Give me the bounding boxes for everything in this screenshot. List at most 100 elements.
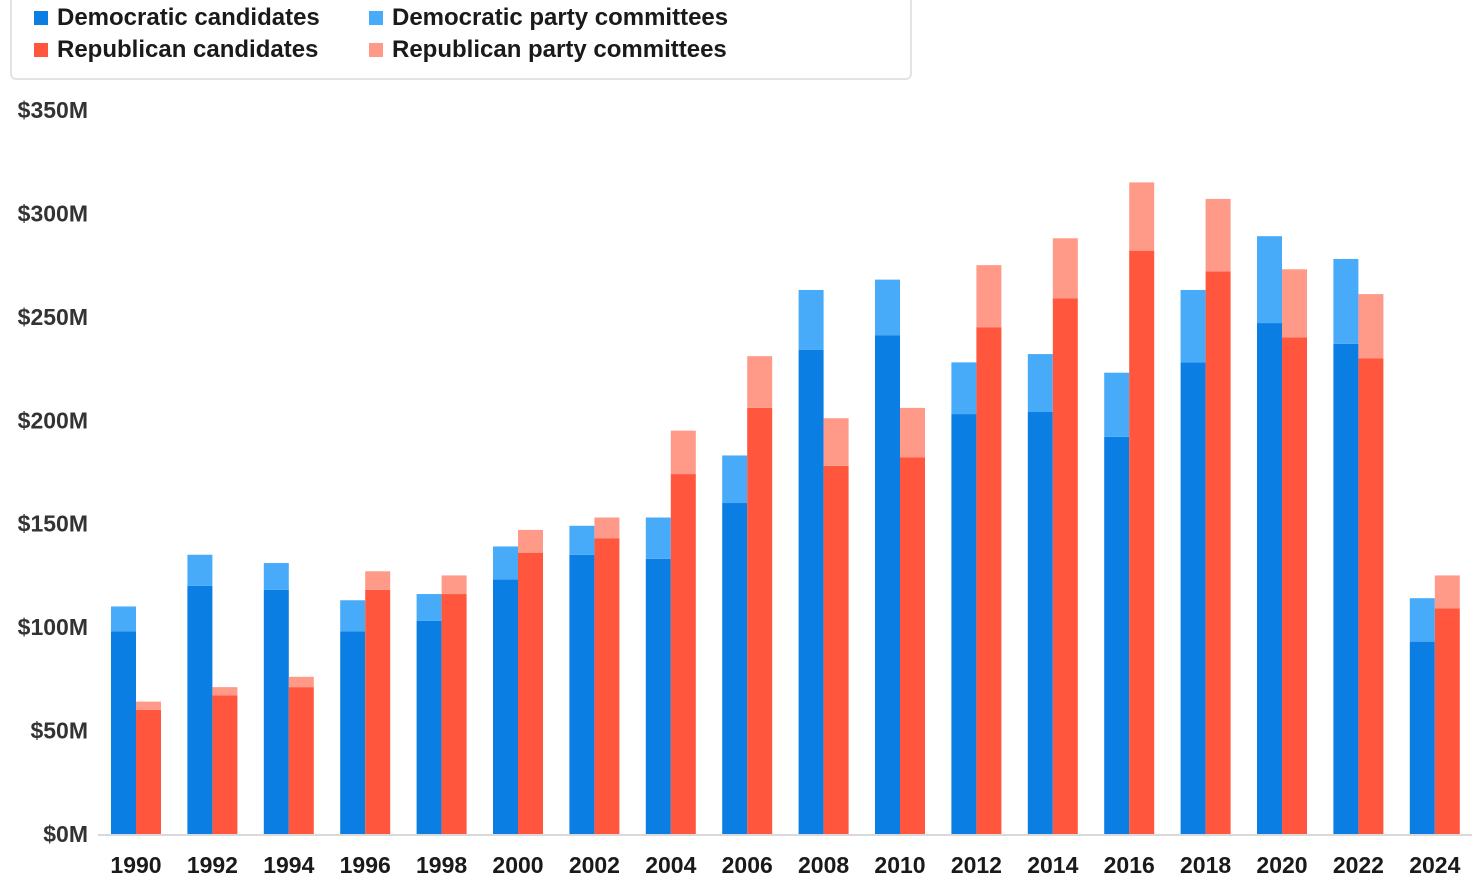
x-tick-label: 2010	[874, 852, 925, 878]
x-tick-label: 2006	[722, 852, 773, 878]
bar-republican-candidates-2018	[1205, 271, 1231, 834]
x-tick-label: 2016	[1104, 852, 1155, 878]
bar-republican-party-committees-2010	[900, 407, 925, 458]
bar-democratic-party-committees-1996	[340, 600, 366, 632]
x-tick-label: 1994	[263, 852, 314, 878]
bar-republican-candidates-2014	[1052, 298, 1078, 834]
bar-democratic-candidates-2004	[645, 558, 671, 834]
bar-republican-candidates-1992	[212, 695, 238, 834]
legend: Democratic candidates Democratic party c…	[10, 0, 912, 80]
bar-democratic-candidates-1998	[416, 620, 442, 834]
bar-republican-candidates-2020	[1282, 337, 1307, 834]
bar-republican-party-committees-1994	[288, 676, 314, 688]
x-tick-label: 2012	[951, 852, 1002, 878]
bar-democratic-candidates-2000	[493, 579, 518, 834]
y-tick-label: $350M	[18, 97, 88, 123]
bar-democratic-party-committees-1990	[111, 606, 136, 632]
bar-republican-candidates-2006	[747, 407, 773, 834]
bar-republican-party-committees-2008	[823, 418, 849, 466]
bar-democratic-candidates-1990	[111, 631, 136, 834]
bar-republican-candidates-2002	[594, 538, 620, 834]
y-tick-label: $250M	[18, 304, 88, 330]
bar-republican-candidates-2022	[1358, 358, 1384, 834]
legend-item-republican-candidates[interactable]: Republican candidates	[34, 35, 318, 65]
bar-republican-candidates-2008	[823, 465, 849, 834]
x-tick-label: 1990	[110, 852, 161, 878]
legend-item-republican-party-committees[interactable]: Republican party committees	[369, 35, 727, 65]
bar-democratic-candidates-1996	[340, 631, 366, 834]
bar-democratic-party-committees-2016	[1104, 372, 1130, 437]
bar-democratic-candidates-2022	[1333, 343, 1359, 834]
x-tick-label: 2014	[1027, 852, 1078, 878]
bar-republican-candidates-1990	[136, 709, 161, 834]
bar-republican-party-committees-2002	[594, 517, 620, 539]
x-tick-label: 2004	[645, 852, 696, 878]
bar-democratic-party-committees-2002	[569, 525, 595, 555]
bar-republican-party-committees-2020	[1282, 269, 1307, 338]
bar-republican-candidates-2000	[518, 552, 543, 834]
x-tick-label: 2020	[1256, 852, 1307, 878]
bar-democratic-candidates-2024	[1409, 641, 1435, 834]
x-tick-label: 2024	[1409, 852, 1460, 878]
bar-democratic-party-committees-2004	[645, 517, 671, 559]
bar-republican-party-committees-1996	[365, 571, 391, 590]
bar-democratic-candidates-2006	[722, 503, 748, 834]
bar-republican-candidates-1998	[441, 594, 467, 834]
bar-republican-candidates-2010	[900, 457, 925, 834]
y-tick-label: $200M	[18, 407, 88, 433]
y-axis-ticks: $0M $50M $100M $150M $200M $250M $300M $350M	[18, 97, 88, 847]
bar-democratic-party-committees-2022	[1333, 258, 1359, 344]
bar-republican-party-committees-2000	[518, 529, 543, 553]
bar-republican-candidates-1994	[288, 687, 314, 834]
bar-democratic-party-committees-1998	[416, 594, 442, 621]
legend-label: Democratic party committees	[392, 4, 729, 31]
bar-republican-party-committees-2024	[1434, 575, 1460, 609]
bar-republican-party-committees-2012	[976, 265, 1002, 328]
bar-democratic-party-committees-2010	[875, 279, 900, 336]
bar-democratic-party-committees-2018	[1180, 289, 1206, 363]
bar-republican-party-committees-1990	[136, 701, 161, 710]
legend-label: Republican party committees	[392, 36, 727, 63]
bar-democratic-candidates-1992	[187, 585, 213, 834]
x-tick-label: 1992	[187, 852, 238, 878]
bar-republican-candidates-2024	[1434, 608, 1460, 834]
bar-democratic-party-committees-2024	[1409, 598, 1435, 642]
bar-democratic-party-committees-1992	[187, 554, 213, 586]
bar-republican-party-committees-1998	[441, 575, 467, 595]
bar-republican-candidates-2004	[670, 474, 696, 834]
y-tick-label: $50M	[30, 718, 88, 744]
legend-swatch-democratic-party-committees	[369, 11, 383, 25]
bar-republican-party-committees-2022	[1358, 294, 1384, 359]
legend-item-democratic-party-committees[interactable]: Democratic party committees	[369, 3, 728, 33]
x-tick-label: 2008	[798, 852, 849, 878]
legend-item-democratic-candidates[interactable]: Democratic candidates	[34, 3, 320, 33]
bar-democratic-candidates-2010	[875, 335, 900, 834]
bar-republican-party-committees-2004	[670, 430, 696, 475]
y-tick-label: $0M	[43, 821, 88, 847]
bar-democratic-candidates-2020	[1257, 323, 1282, 834]
bar-democratic-candidates-2012	[951, 414, 977, 834]
bar-republican-party-committees-2006	[747, 356, 773, 408]
bar-democratic-candidates-2014	[1027, 412, 1053, 834]
bar-democratic-candidates-2008	[798, 349, 824, 834]
y-tick-label: $150M	[18, 511, 88, 537]
bars	[111, 182, 1460, 835]
bar-democratic-candidates-1994	[263, 589, 289, 834]
bar-republican-candidates-2012	[976, 327, 1002, 834]
bar-republican-party-committees-1992	[212, 687, 238, 696]
bar-democratic-candidates-2002	[569, 554, 595, 834]
y-tick-label: $300M	[18, 200, 88, 226]
x-tick-label: 1996	[340, 852, 391, 878]
bar-republican-candidates-1996	[365, 589, 391, 834]
bar-democratic-party-committees-2020	[1257, 236, 1282, 324]
y-tick-label: $100M	[18, 614, 88, 640]
bar-republican-party-committees-2014	[1052, 238, 1078, 299]
bar-democratic-party-committees-2012	[951, 362, 977, 415]
bar-democratic-party-committees-2006	[722, 455, 748, 504]
bar-democratic-party-committees-2000	[493, 546, 518, 580]
legend-swatch-republican-party-committees	[369, 43, 383, 57]
x-tick-label: 2000	[492, 852, 543, 878]
bar-republican-party-committees-2018	[1205, 198, 1231, 272]
x-tick-label: 2002	[569, 852, 620, 878]
